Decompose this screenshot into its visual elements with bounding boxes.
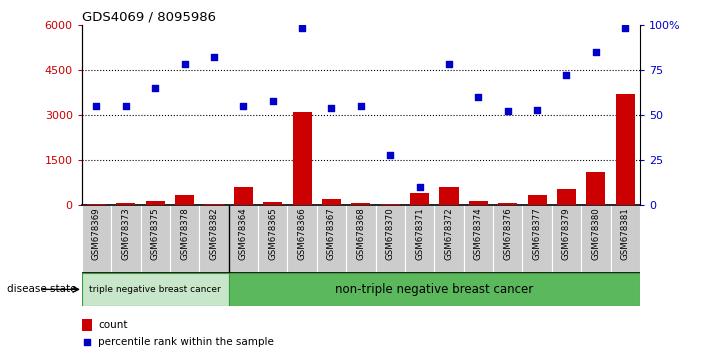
Bar	[111, 205, 141, 273]
Bar	[175, 195, 194, 205]
Point	[91, 103, 102, 109]
Bar	[351, 203, 370, 205]
Point	[208, 55, 220, 60]
Bar	[434, 205, 464, 273]
Bar	[234, 187, 253, 205]
Text: GSM678370: GSM678370	[385, 207, 395, 260]
Point	[385, 152, 396, 158]
Text: GSM678369: GSM678369	[92, 207, 101, 260]
Point	[120, 103, 132, 109]
Bar	[82, 205, 111, 273]
Point	[443, 62, 454, 67]
Text: GSM678372: GSM678372	[444, 207, 454, 260]
Text: GSM678375: GSM678375	[151, 207, 160, 260]
Bar	[439, 187, 459, 205]
Point	[561, 73, 572, 78]
Bar	[464, 205, 493, 273]
Text: GSM678376: GSM678376	[503, 207, 512, 260]
Text: GDS4069 / 8095986: GDS4069 / 8095986	[82, 11, 215, 24]
Bar	[141, 205, 170, 273]
Text: GSM678364: GSM678364	[239, 207, 248, 260]
Bar	[82, 273, 229, 306]
Bar	[287, 205, 317, 273]
Point	[237, 103, 249, 109]
Bar	[170, 205, 199, 273]
Text: disease state: disease state	[6, 284, 76, 295]
Bar	[204, 204, 223, 205]
Bar	[263, 202, 282, 205]
Text: GSM678381: GSM678381	[621, 207, 630, 260]
Bar	[523, 205, 552, 273]
Point	[326, 105, 337, 111]
Point	[502, 109, 513, 114]
Point	[296, 25, 308, 31]
Text: GSM678371: GSM678371	[415, 207, 424, 260]
Point	[267, 98, 279, 103]
Bar	[258, 205, 287, 273]
Bar	[611, 205, 640, 273]
Bar	[410, 193, 429, 205]
Bar	[292, 112, 311, 205]
Text: GSM678373: GSM678373	[122, 207, 130, 260]
Bar	[557, 189, 576, 205]
Text: GSM678365: GSM678365	[268, 207, 277, 260]
Text: GSM678366: GSM678366	[298, 207, 306, 260]
Bar	[229, 273, 640, 306]
Bar	[587, 172, 605, 205]
Text: GSM678374: GSM678374	[474, 207, 483, 260]
Bar	[405, 205, 434, 273]
Text: GSM678377: GSM678377	[533, 207, 542, 260]
Text: triple negative breast cancer: triple negative breast cancer	[90, 285, 221, 294]
Bar	[346, 205, 375, 273]
Text: non-triple negative breast cancer: non-triple negative breast cancer	[335, 283, 533, 296]
Bar	[528, 195, 547, 205]
Bar	[117, 203, 135, 205]
Point	[355, 103, 367, 109]
Point	[531, 107, 542, 113]
Point	[414, 184, 425, 190]
Bar	[380, 204, 400, 205]
Point	[179, 62, 191, 67]
Text: GSM678382: GSM678382	[210, 207, 218, 260]
Point	[590, 49, 602, 55]
Bar	[616, 94, 635, 205]
Bar	[493, 205, 523, 273]
Text: GSM678379: GSM678379	[562, 207, 571, 260]
Text: GSM678378: GSM678378	[180, 207, 189, 260]
Bar	[552, 205, 581, 273]
Point	[81, 339, 92, 345]
Bar	[229, 205, 258, 273]
Bar	[375, 205, 405, 273]
Bar	[322, 199, 341, 205]
Text: GSM678368: GSM678368	[356, 207, 365, 260]
Bar	[199, 205, 229, 273]
Bar	[87, 204, 106, 205]
Text: GSM678367: GSM678367	[327, 207, 336, 260]
Bar	[469, 201, 488, 205]
Text: percentile rank within the sample: percentile rank within the sample	[98, 337, 274, 347]
Bar	[82, 319, 92, 331]
Bar	[317, 205, 346, 273]
Bar	[498, 203, 518, 205]
Point	[619, 25, 631, 31]
Text: GSM678380: GSM678380	[592, 207, 600, 260]
Bar	[146, 201, 165, 205]
Bar	[581, 205, 611, 273]
Point	[473, 94, 484, 100]
Point	[149, 85, 161, 91]
Text: count: count	[98, 320, 127, 330]
